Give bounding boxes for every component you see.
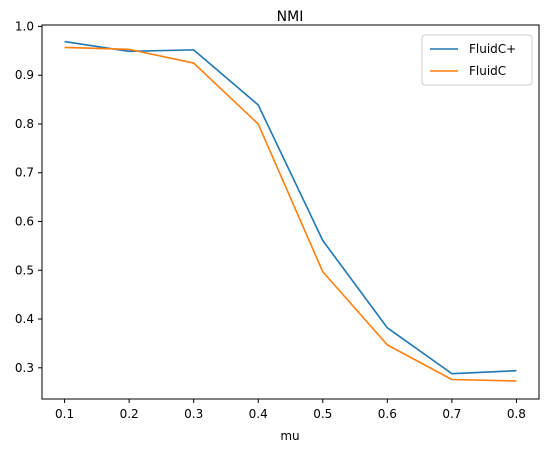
y-tick-label: 0.9 — [15, 68, 34, 82]
series-line-fluidc — [64, 46, 517, 382]
x-tick-label: 0.6 — [378, 407, 397, 421]
x-tick-label: 0.5 — [313, 407, 332, 421]
y-tick-label: 0.3 — [15, 361, 34, 375]
legend: FluidC+ FluidC — [421, 34, 533, 86]
y-tick-label: 0.8 — [15, 117, 34, 131]
x-axis-label: mu — [280, 429, 299, 443]
y-tick-label: 1.0 — [15, 19, 34, 33]
chart-title: NMI — [277, 9, 304, 25]
y-axis-ticks: 0.3 0.4 0.5 0.6 0.7 0.8 0.9 1.0 — [15, 19, 42, 375]
x-tick-label: 0.2 — [120, 407, 139, 421]
x-tick-label: 0.1 — [55, 407, 74, 421]
x-axis-ticks: 0.1 0.2 0.3 0.4 0.5 0.6 0.7 0.8 — [55, 399, 526, 421]
x-tick-label: 0.8 — [507, 407, 526, 421]
y-tick-label: 0.6 — [15, 215, 34, 229]
y-tick-label: 0.7 — [15, 166, 34, 180]
y-tick-label: 0.4 — [15, 312, 34, 326]
series-layer — [64, 40, 517, 382]
x-tick-label: 0.7 — [442, 407, 461, 421]
legend-label-fluidc: FluidC — [469, 64, 506, 78]
y-tick-label: 0.5 — [15, 263, 34, 277]
x-tick-label: 0.4 — [249, 407, 268, 421]
plot-frame — [41, 24, 540, 400]
x-tick-label: 0.3 — [184, 407, 203, 421]
legend-box — [421, 34, 533, 86]
legend-label-fluidc-plus: FluidC+ — [469, 42, 516, 56]
